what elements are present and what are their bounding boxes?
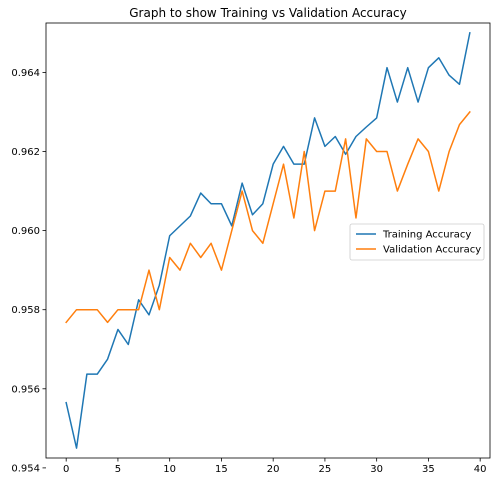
- x-tick-label: 15: [215, 464, 228, 475]
- series-line-training-accuracy: [65, 32, 471, 449]
- x-tick-label: 0: [63, 464, 69, 475]
- y-tick-label: 0.954: [11, 463, 40, 474]
- y-tick-label: 0.964: [11, 68, 40, 79]
- axes-frame: [45, 22, 491, 459]
- x-tick-label: 10: [163, 464, 176, 475]
- x-tick-label: 35: [422, 464, 435, 475]
- legend-box: [349, 223, 485, 261]
- legend: Training Accuracy Validation Accuracy: [349, 223, 485, 261]
- x-tick-label: 40: [474, 464, 487, 475]
- chart-title: Graph to show Training vs Validation Acc…: [129, 6, 407, 20]
- y-tick-label: 0.956: [11, 384, 40, 395]
- y-tick-label: 0.960: [11, 226, 40, 237]
- y-tick-label: 0.962: [11, 147, 40, 158]
- axes: 0 5 10 15 20 25 30 35 40 0.954 0.956 0.958 0.960 0.96…: [11, 22, 491, 475]
- x-tick-label: 20: [267, 464, 280, 475]
- x-tick-label: 30: [370, 464, 383, 475]
- x-tick-label: 5: [115, 464, 121, 475]
- series-line-validation-accuracy: [65, 110, 471, 324]
- y-tick-label: 0.958: [11, 305, 40, 316]
- plot-area: [65, 32, 471, 449]
- legend-label: Training Accuracy: [382, 230, 471, 241]
- x-tick-label: 25: [319, 464, 332, 475]
- legend-label: Validation Accuracy: [383, 245, 481, 256]
